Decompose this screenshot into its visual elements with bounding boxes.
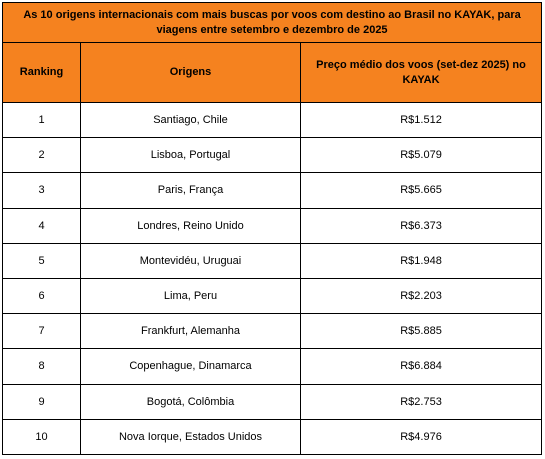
table-row: 6 Lima, Peru R$2.203 <box>2 277 543 315</box>
price-cell: R$4.976 <box>299 418 543 455</box>
price-cell: R$2.753 <box>299 383 543 420</box>
ranking-cell: 2 <box>2 137 81 174</box>
header-row: Ranking Origens Preço médio dos voos (se… <box>2 42 543 103</box>
ranking-cell: 5 <box>2 242 81 279</box>
origin-cell: Bogotá, Colômbia <box>80 383 301 420</box>
table-row: 4 Londres, Reino Unido R$6.373 <box>2 207 543 244</box>
ranking-cell: 4 <box>2 207 81 244</box>
table-row: 2 Lisboa, Portugal R$5.079 <box>2 137 543 174</box>
price-cell: R$6.884 <box>299 348 543 385</box>
table-title: As 10 origens internacionais com mais bu… <box>1 2 543 43</box>
header-cell: Ranking <box>2 42 81 103</box>
table-row: 3 Paris, França R$5.665 <box>2 172 543 209</box>
price-cell: R$6.373 <box>299 207 543 244</box>
ranking-cell: 3 <box>2 172 81 209</box>
header-cell: Preço médio dos voos (set-dez 2025) no K… <box>299 42 543 103</box>
price-cell: R$5.885 <box>299 313 543 350</box>
price-cell: R$2.203 <box>299 277 543 315</box>
table-row: 5 Montevidéu, Uruguai R$1.948 <box>2 242 543 279</box>
ranking-cell: 6 <box>2 277 81 315</box>
table-row: 10 Nova Iorque, Estados Unidos R$4.976 <box>2 418 543 455</box>
table-body: 1 Santiago, Chile R$1.512 2 Lisboa, Portugal… <box>2 101 543 455</box>
origin-cell: Lima, Peru <box>80 277 301 315</box>
origin-cell: Nova Iorque, Estados Unidos <box>80 418 301 455</box>
table-row: 7 Frankfurt, Alemanha R$5.885 <box>2 313 543 350</box>
table-row: 1 Santiago, Chile R$1.512 <box>2 101 543 139</box>
table-row: 9 Bogotá, Colômbia R$2.753 <box>2 383 543 420</box>
origin-cell: Montevidéu, Uruguai <box>80 242 301 279</box>
title-row: As 10 origens internacionais com mais bu… <box>1 2 543 43</box>
origin-cell: Londres, Reino Unido <box>80 207 301 244</box>
origin-cell: Paris, França <box>80 172 301 209</box>
origin-cell: Copenhague, Dinamarca <box>80 348 301 385</box>
origin-cell: Santiago, Chile <box>80 101 301 139</box>
origin-cell: Frankfurt, Alemanha <box>80 313 301 350</box>
price-cell: R$1.948 <box>299 242 543 279</box>
ranking-cell: 9 <box>2 383 81 420</box>
ranking-cell: 8 <box>2 348 81 385</box>
price-cell: R$5.079 <box>299 137 543 174</box>
origin-cell: Lisboa, Portugal <box>80 137 301 174</box>
price-cell: R$1.512 <box>299 101 543 139</box>
ranking-cell: 1 <box>2 101 81 139</box>
ranking-cell: 7 <box>2 313 81 350</box>
ranking-cell: 10 <box>2 418 81 455</box>
price-cell: R$5.665 <box>299 172 543 209</box>
header-cell: Origens <box>80 42 301 103</box>
table-row: 8 Copenhague, Dinamarca R$6.884 <box>2 348 543 385</box>
